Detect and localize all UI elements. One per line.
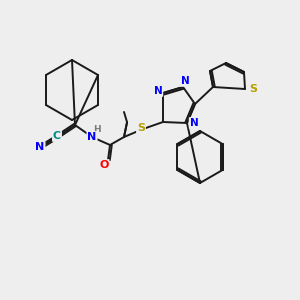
- Text: H: H: [93, 125, 101, 134]
- Text: C: C: [53, 131, 61, 141]
- Text: N: N: [87, 132, 97, 142]
- Text: N: N: [190, 118, 198, 128]
- Text: N: N: [181, 76, 189, 86]
- Text: N: N: [154, 86, 162, 96]
- Text: N: N: [35, 142, 45, 152]
- Text: S: S: [137, 123, 145, 133]
- Text: O: O: [99, 160, 109, 170]
- Text: S: S: [249, 84, 257, 94]
